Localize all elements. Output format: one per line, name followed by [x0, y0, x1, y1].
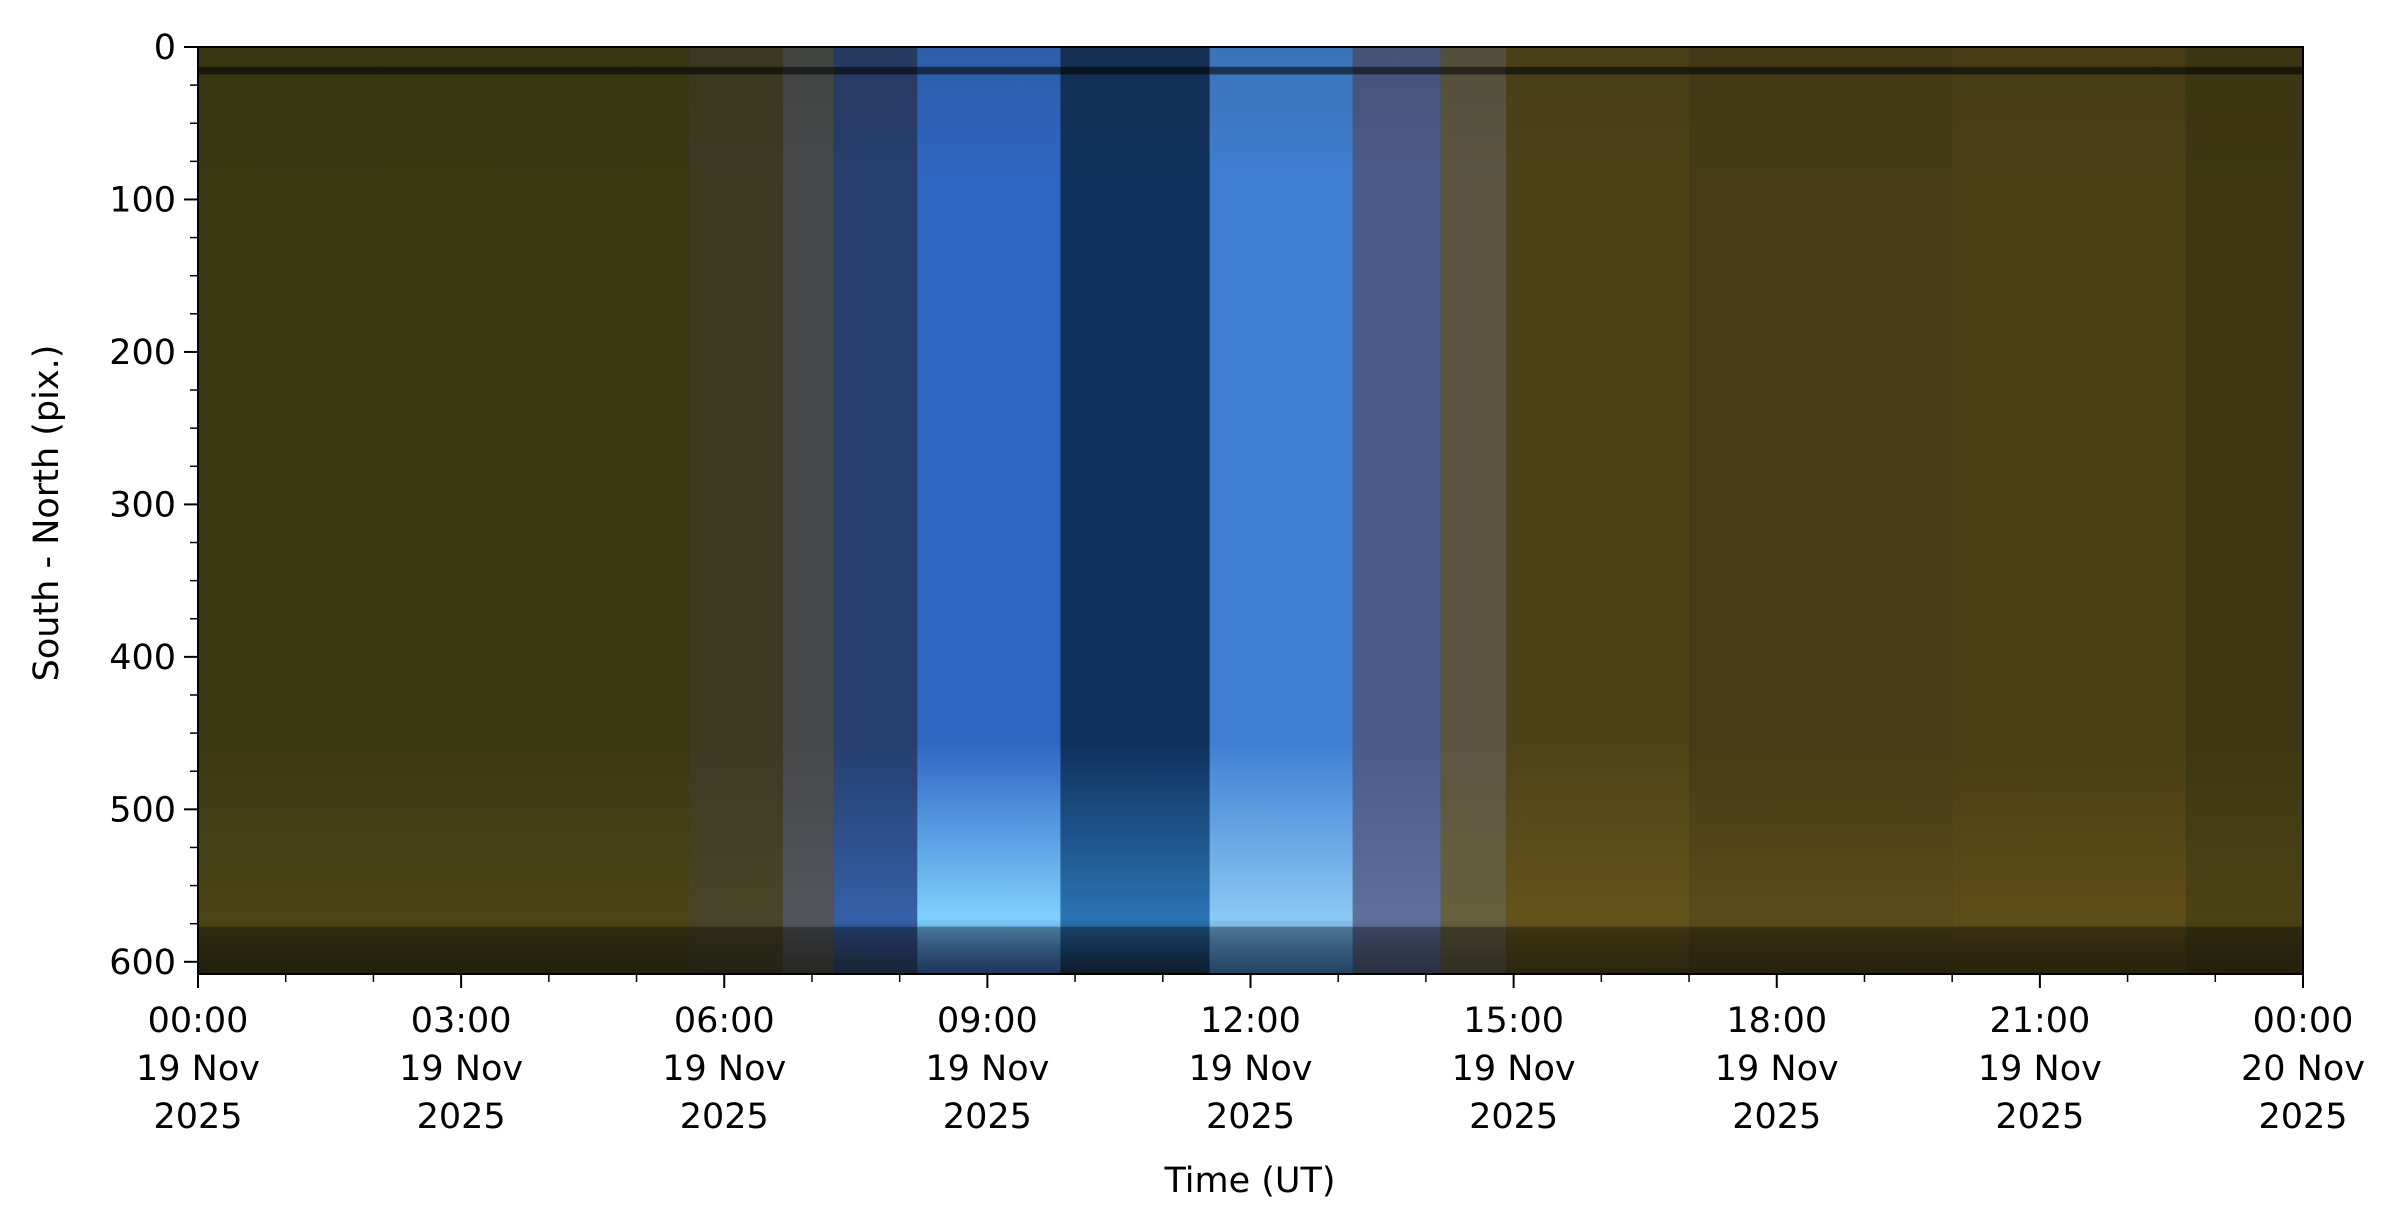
x-tick-label-1-line-0: 03:00 — [411, 1001, 512, 1041]
x-tick-label-4-line-1: 19 Nov — [1189, 1049, 1313, 1089]
time-band-7 — [1352, 47, 1441, 974]
time-band-5 — [1060, 47, 1210, 974]
time-band-8 — [1440, 47, 1507, 974]
x-tick-label-8-line-1: 20 Nov — [2241, 1049, 2365, 1089]
y-tick-label-4: 400 — [109, 638, 176, 678]
x-tick-label-4-line-2: 2025 — [1206, 1097, 1295, 1137]
time-band-2 — [782, 47, 834, 974]
x-tick-label-2-line-1: 19 Nov — [662, 1049, 786, 1089]
y-tick-label-3: 300 — [109, 485, 176, 525]
x-tick-label-3-line-1: 19 Nov — [925, 1049, 1049, 1089]
y-tick-label-5: 500 — [109, 790, 176, 830]
time-band-11 — [1952, 47, 2187, 974]
x-tick-label-0-line-0: 00:00 — [148, 1001, 249, 1041]
x-tick-label-1-line-1: 19 Nov — [399, 1049, 523, 1089]
x-tick-label-4-line-0: 12:00 — [1200, 1001, 1301, 1041]
time-band-6 — [1209, 47, 1353, 974]
x-tick-label-8-line-2: 2025 — [2258, 1097, 2347, 1137]
x-tick-label-5-line-1: 19 Nov — [1452, 1049, 1576, 1089]
x-tick-label-6-line-1: 19 Nov — [1715, 1049, 1839, 1089]
time-band-3 — [833, 47, 918, 974]
x-tick-label-8-line-0: 00:00 — [2253, 1001, 2354, 1041]
time-band-10 — [1689, 47, 1953, 974]
time-band-12 — [2186, 47, 2303, 974]
bottom-dark-band — [198, 926, 2303, 974]
time-band-0 — [198, 47, 690, 974]
x-tick-label-0-line-2: 2025 — [153, 1097, 242, 1137]
x-tick-label-2-line-0: 06:00 — [674, 1001, 775, 1041]
x-tick-label-2-line-2: 2025 — [680, 1097, 769, 1137]
y-tick-label-1: 100 — [109, 180, 176, 220]
time-band-9 — [1506, 47, 1690, 974]
time-band-1 — [689, 47, 783, 974]
x-tick-label-7-line-0: 21:00 — [1989, 1001, 2090, 1041]
x-tick-label-3-line-0: 09:00 — [937, 1001, 1038, 1041]
x-axis-label: Time (UT) — [1163, 1161, 1335, 1201]
time-band-4 — [917, 47, 1061, 974]
plot-area — [197, 46, 2304, 975]
x-tick-label-6-line-0: 18:00 — [1726, 1001, 1827, 1041]
y-tick-label-6: 600 — [109, 943, 176, 983]
x-tick-label-1-line-2: 2025 — [417, 1097, 506, 1137]
x-axis: 00:00 19 Nov 2025 03:00 19 Nov 2025 06:00 19 No… — [136, 974, 2365, 1137]
top-dark-band — [198, 66, 2303, 75]
x-tick-label-0-line-1: 19 Nov — [136, 1049, 260, 1089]
x-tick-label-5-line-2: 2025 — [1469, 1097, 1558, 1137]
x-tick-label-6-line-2: 2025 — [1732, 1097, 1821, 1137]
y-axis: 0 100 200 300 400 500 600 — [109, 28, 198, 983]
y-tick-label-2: 200 — [109, 333, 176, 373]
x-tick-label-3-line-2: 2025 — [943, 1097, 1032, 1137]
x-tick-label-7-line-1: 19 Nov — [1978, 1049, 2102, 1089]
x-tick-label-5-line-0: 15:00 — [1463, 1001, 1564, 1041]
y-tick-label-0: 0 — [154, 28, 176, 68]
x-tick-label-7-line-2: 2025 — [1995, 1097, 2084, 1137]
y-axis-label: South - North (pix.) — [27, 345, 67, 682]
